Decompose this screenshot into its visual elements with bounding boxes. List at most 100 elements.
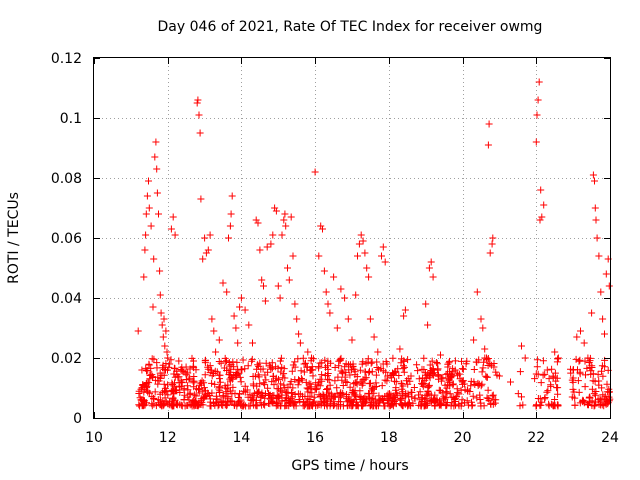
data-point bbox=[337, 285, 345, 293]
data-point bbox=[156, 267, 164, 275]
band-point bbox=[251, 372, 259, 380]
band-point bbox=[240, 401, 248, 409]
band-point bbox=[290, 401, 298, 409]
band-point bbox=[220, 364, 228, 372]
band-point bbox=[334, 373, 342, 381]
band-point bbox=[533, 356, 541, 364]
band-point bbox=[422, 391, 430, 399]
band-point bbox=[231, 372, 239, 380]
data-point bbox=[573, 333, 581, 341]
data-point bbox=[155, 210, 162, 218]
band-point bbox=[358, 402, 365, 410]
data-point bbox=[197, 195, 205, 203]
band-point bbox=[458, 365, 466, 373]
band-point bbox=[445, 359, 453, 367]
band-point bbox=[304, 402, 312, 410]
data-point bbox=[157, 309, 165, 317]
band-point bbox=[159, 361, 167, 369]
band-point bbox=[589, 377, 597, 385]
band-point bbox=[178, 401, 186, 409]
data-point bbox=[595, 252, 603, 260]
band-point bbox=[449, 381, 457, 389]
data-point bbox=[407, 372, 415, 380]
data-point bbox=[282, 222, 290, 230]
data-point bbox=[201, 234, 209, 242]
band-point bbox=[467, 382, 475, 390]
band-point bbox=[418, 394, 426, 402]
band-point bbox=[307, 401, 315, 409]
data-point bbox=[208, 315, 216, 323]
band-point bbox=[489, 391, 497, 399]
band-point bbox=[576, 356, 584, 364]
band-point bbox=[345, 366, 353, 374]
band-point bbox=[146, 389, 154, 397]
band-point bbox=[605, 393, 613, 401]
data-point bbox=[223, 288, 231, 296]
band-point bbox=[304, 385, 312, 393]
data-point bbox=[605, 282, 613, 290]
band-point bbox=[267, 363, 275, 371]
band-point bbox=[215, 383, 223, 391]
y-tick-label: 0 bbox=[73, 411, 82, 427]
data-point bbox=[381, 258, 389, 266]
band-point bbox=[594, 370, 602, 378]
data-point bbox=[166, 360, 174, 368]
data-point bbox=[518, 342, 525, 350]
band-point bbox=[598, 367, 605, 375]
band-point bbox=[235, 398, 242, 406]
data-point bbox=[383, 360, 391, 368]
band-point bbox=[184, 369, 192, 377]
band-point bbox=[164, 381, 172, 389]
band-point bbox=[433, 360, 441, 368]
band-point bbox=[277, 354, 285, 362]
band-point bbox=[265, 361, 273, 369]
data-point bbox=[577, 327, 584, 335]
band-point bbox=[389, 354, 397, 362]
x-tick-label: 24 bbox=[601, 430, 619, 446]
band-point bbox=[169, 388, 177, 396]
band-point bbox=[404, 356, 412, 364]
data-point bbox=[495, 372, 503, 380]
data-point bbox=[171, 231, 179, 239]
band-point bbox=[192, 401, 200, 409]
band-point bbox=[186, 389, 194, 397]
data-point bbox=[159, 333, 167, 341]
band-point bbox=[316, 375, 324, 383]
band-point bbox=[136, 402, 144, 410]
band-point bbox=[272, 376, 280, 384]
band-point bbox=[342, 360, 350, 368]
band-point bbox=[586, 364, 594, 371]
band-point bbox=[600, 402, 608, 410]
x-tick-label: 10 bbox=[85, 430, 103, 446]
band-point bbox=[575, 388, 583, 396]
band-point bbox=[381, 376, 389, 384]
band-point bbox=[324, 375, 332, 383]
band-point bbox=[423, 390, 431, 398]
band-point bbox=[554, 390, 562, 398]
data-point bbox=[145, 204, 153, 212]
band-point bbox=[319, 390, 327, 398]
band-point bbox=[275, 393, 282, 401]
band-point bbox=[455, 370, 463, 378]
band-point bbox=[175, 383, 183, 391]
band-point bbox=[588, 385, 596, 393]
band-point bbox=[256, 359, 264, 367]
data-point bbox=[315, 252, 323, 260]
band-point bbox=[206, 369, 214, 377]
band-point bbox=[433, 359, 441, 366]
band-point bbox=[150, 355, 158, 363]
band-point bbox=[178, 379, 186, 387]
band-point bbox=[365, 369, 373, 377]
band-point bbox=[554, 355, 562, 363]
band-point bbox=[243, 386, 251, 394]
data-point bbox=[593, 234, 601, 242]
band-point bbox=[479, 364, 487, 372]
data-point bbox=[276, 294, 284, 302]
band-point bbox=[348, 401, 356, 409]
band-point bbox=[303, 384, 311, 392]
band-point bbox=[545, 402, 553, 410]
band-point bbox=[446, 390, 454, 398]
data-point bbox=[204, 246, 212, 254]
band-point bbox=[201, 391, 209, 399]
band-point bbox=[213, 398, 221, 406]
